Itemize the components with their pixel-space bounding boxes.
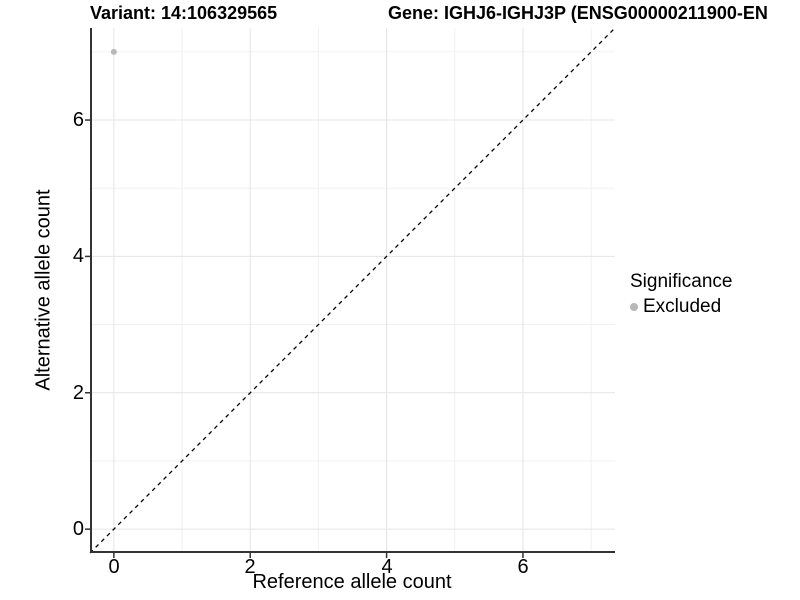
legend: Significance Excluded (630, 271, 732, 318)
x-axis-title: Reference allele count (252, 571, 452, 593)
plot-panel (85, 27, 616, 558)
y-tick-label-6: 6 (72, 109, 84, 131)
x-tick-label-2: 2 (244, 556, 256, 578)
plot-title-variant: Variant: 14:106329565 (90, 3, 278, 23)
legend-title: Significance (630, 271, 733, 292)
x-tick-label-0: 0 (108, 556, 120, 578)
identity-line (89, 27, 616, 554)
data-point (110, 48, 117, 55)
legend-item-excluded: Excluded (630, 296, 732, 318)
plot-panel-svg (85, 27, 616, 558)
y-tick-label-2: 2 (72, 382, 84, 404)
y-axis-title: Alternative allele count (32, 189, 55, 391)
plot-title-gene: Gene: IGHJ6-IGHJ3P (ENSG00000211900-EN (388, 3, 768, 23)
legend-point-icon (630, 303, 638, 311)
legend-item-label: Excluded (643, 296, 722, 317)
y-tick-label-4: 4 (72, 245, 84, 267)
x-tick-label-6: 6 (517, 556, 529, 578)
x-tick-label-4: 4 (381, 556, 393, 578)
y-tick-label-0: 0 (72, 518, 84, 540)
